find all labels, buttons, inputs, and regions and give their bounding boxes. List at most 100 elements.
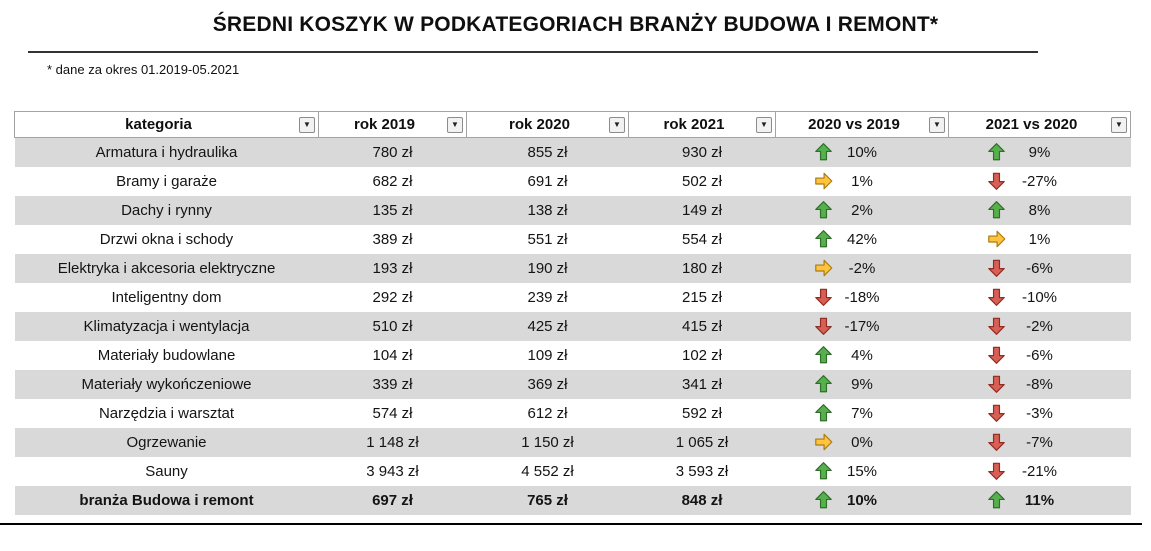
rok2019-cell[interactable]: 104 zł <box>372 346 413 364</box>
table-row: Bramy i garaże 682 zł 691 zł 502 zł 1% -… <box>14 166 1131 196</box>
trend-2021vs2020-cell[interactable]: -27% <box>949 167 1131 196</box>
trend-2020vs2019-cell[interactable]: 2% <box>776 196 949 225</box>
trend-2021vs2020-cell[interactable]: 1% <box>949 225 1131 254</box>
trend-arrow-icon <box>987 201 1006 220</box>
filter-dropdown-button[interactable]: ▼ <box>609 116 625 133</box>
header-label: rok 2019 <box>354 116 415 133</box>
rok2020-cell[interactable]: 138 zł <box>527 201 568 219</box>
rok2019-cell[interactable]: 292 zł <box>372 288 413 306</box>
category-cell[interactable]: Materiały budowlane <box>97 346 236 364</box>
rok2019-cell[interactable]: 510 zł <box>372 317 413 335</box>
rok2021-cell[interactable]: 215 zł <box>681 288 723 306</box>
category-cell[interactable]: Dachy i rynny <box>121 201 212 219</box>
rok2020-cell[interactable]: 551 zł <box>527 230 568 248</box>
filter-dropdown-button[interactable]: ▼ <box>929 116 945 133</box>
rok2019-cell[interactable]: 697 zł <box>372 491 413 509</box>
trend-2020vs2019-cell[interactable]: 7% <box>776 399 949 428</box>
rok2020-cell[interactable]: 369 zł <box>527 375 568 393</box>
trend-2020vs2019-cell[interactable]: 9% <box>776 370 949 399</box>
header-rok-2019: rok 2019 ▼ <box>318 111 467 138</box>
rok2021-cell[interactable]: 3 593 zł <box>675 462 729 480</box>
rok2020-cell[interactable]: 4 552 zł <box>521 462 574 480</box>
category-cell[interactable]: Narzędzia i warsztat <box>98 404 235 422</box>
trend-2020vs2019-cell[interactable]: 1% <box>776 167 949 196</box>
rok2021-cell[interactable]: 502 zł <box>681 172 723 190</box>
category-cell[interactable]: Inteligentny dom <box>111 288 222 306</box>
rok2020-cell[interactable]: 425 zł <box>527 317 568 335</box>
page-title: ŚREDNI KOSZYK W PODKATEGORIACH BRANŻY BU… <box>212 13 939 36</box>
rok2019-cell[interactable]: 682 zł <box>372 172 413 190</box>
rok2019-cell[interactable]: 780 zł <box>372 143 413 161</box>
trend-2020vs2019-cell[interactable]: 15% <box>776 457 949 486</box>
category-cell[interactable]: branża Budowa i remont <box>79 491 254 509</box>
trend-2020vs2019-cell[interactable]: -18% <box>776 283 949 312</box>
category-cell[interactable]: Drzwi okna i schody <box>99 230 234 248</box>
rok2019-cell[interactable]: 135 zł <box>372 201 413 219</box>
filter-dropdown-button[interactable]: ▼ <box>299 116 315 133</box>
rok2020-cell[interactable]: 1 150 zł <box>521 433 574 451</box>
rok2021-cell[interactable]: 930 zł <box>681 143 723 161</box>
rok2019-cell[interactable]: 3 943 zł <box>366 462 419 480</box>
trend-2021vs2020-cell[interactable]: -10% <box>949 283 1131 312</box>
trend-2021vs2020-cell[interactable]: 9% <box>949 138 1131 167</box>
trend-2021vs2020-cell[interactable]: -6% <box>949 254 1131 283</box>
rok2020-cell[interactable]: 109 zł <box>527 346 568 364</box>
trend-percent: 9% <box>851 375 873 393</box>
trend-2021vs2020-cell[interactable]: 8% <box>949 196 1131 225</box>
filter-dropdown-button[interactable]: ▼ <box>447 116 463 133</box>
trend-arrow-icon <box>814 230 833 249</box>
rok2020-cell[interactable]: 239 zł <box>527 288 568 306</box>
trend-2020vs2019-cell[interactable]: -17% <box>776 312 949 341</box>
trend-2021vs2020-cell[interactable]: -3% <box>949 399 1131 428</box>
category-cell[interactable]: Bramy i garaże <box>116 172 217 190</box>
rok2019-cell[interactable]: 1 148 zł <box>366 433 419 451</box>
filter-dropdown-button[interactable]: ▼ <box>756 116 772 133</box>
rok2021-cell[interactable]: 102 zł <box>681 346 723 364</box>
rok2021-cell[interactable]: 554 zł <box>681 230 723 248</box>
trend-2021vs2020-cell[interactable]: 11% <box>949 486 1131 515</box>
rok2021-cell[interactable]: 341 zł <box>681 375 723 393</box>
trend-arrow-icon <box>987 143 1006 162</box>
rok2021-cell[interactable]: 592 zł <box>681 404 723 422</box>
category-cell[interactable]: Sauny <box>145 462 188 480</box>
trend-arrow-icon <box>814 375 833 394</box>
rok2021-cell[interactable]: 149 zł <box>681 201 723 219</box>
rok2020-cell[interactable]: 691 zł <box>527 172 568 190</box>
trend-2020vs2019-cell[interactable]: 0% <box>776 428 949 457</box>
trend-2020vs2019-cell[interactable]: 4% <box>776 341 949 370</box>
header-kategoria: kategoria ▼ <box>14 111 319 138</box>
trend-2021vs2020-cell[interactable]: -6% <box>949 341 1131 370</box>
category-cell[interactable]: Klimatyzacja i wentylacja <box>83 317 250 335</box>
filter-dropdown-button[interactable]: ▼ <box>1111 116 1127 133</box>
rok2020-cell[interactable]: 612 zł <box>527 404 568 422</box>
rok2020-cell[interactable]: 190 zł <box>527 259 568 277</box>
category-cell[interactable]: Armatura i hydraulika <box>95 143 238 161</box>
trend-percent: 10% <box>846 143 878 161</box>
trend-2020vs2019-cell[interactable]: 42% <box>776 225 949 254</box>
rok2019-cell[interactable]: 389 zł <box>372 230 413 248</box>
category-cell[interactable]: Ogrzewanie <box>126 433 207 451</box>
rok2021-cell[interactable]: 180 zł <box>681 259 723 277</box>
trend-2020vs2019-cell[interactable]: -2% <box>776 254 949 283</box>
rok2021-cell[interactable]: 415 zł <box>681 317 723 335</box>
trend-2021vs2020-cell[interactable]: -8% <box>949 370 1131 399</box>
rok2019-cell[interactable]: 339 zł <box>372 375 413 393</box>
category-cell[interactable]: Materiały wykończeniowe <box>81 375 252 393</box>
header-row: kategoria ▼ rok 2019 ▼ rok 2020 ▼ rok 20… <box>14 111 1131 138</box>
header-rok-2021: rok 2021 ▼ <box>628 111 776 138</box>
rok2019-cell[interactable]: 193 zł <box>372 259 413 277</box>
trend-2021vs2020-cell[interactable]: -21% <box>949 457 1131 486</box>
category-cell[interactable]: Elektryka i akcesoria elektryczne <box>57 259 276 277</box>
rok2020-cell[interactable]: 855 zł <box>527 143 568 161</box>
rok2019-cell[interactable]: 574 zł <box>372 404 413 422</box>
rok2021-cell[interactable]: 1 065 zł <box>675 433 729 451</box>
rok2020-cell[interactable]: 765 zł <box>527 491 568 509</box>
table-row: Drzwi okna i schody 389 zł 551 zł 554 zł… <box>14 224 1131 254</box>
trend-2021vs2020-cell[interactable]: -7% <box>949 428 1131 457</box>
trend-2020vs2019-cell[interactable]: 10% <box>776 138 949 167</box>
trend-2020vs2019-cell[interactable]: 10% <box>776 486 949 515</box>
trend-2021vs2020-cell[interactable]: -2% <box>949 312 1131 341</box>
rok2021-cell[interactable]: 848 zł <box>681 491 723 509</box>
trend-percent: 11% <box>1024 491 1055 509</box>
trend-arrow-icon <box>987 288 1006 307</box>
